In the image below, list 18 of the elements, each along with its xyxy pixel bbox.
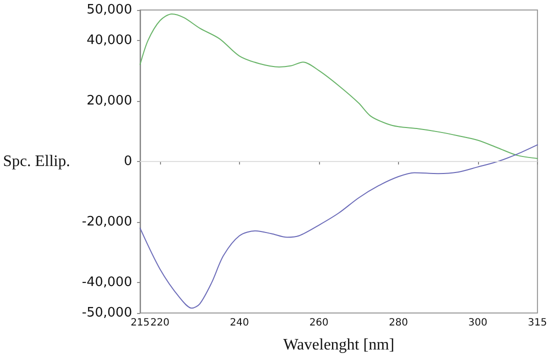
x-tick-label: 240 bbox=[230, 318, 249, 328]
y-tick-label: 20,000 bbox=[86, 93, 132, 108]
line-series bbox=[140, 13, 538, 159]
x-tick-label: 280 bbox=[388, 318, 408, 328]
y-tick-label: 0 bbox=[124, 154, 132, 169]
x-tick-label: 215 bbox=[130, 318, 150, 328]
x-tick-label: 260 bbox=[309, 318, 328, 328]
y-tick-label: 50,000 bbox=[86, 2, 132, 18]
y-tick-label: -20,000 bbox=[82, 214, 132, 230]
y-tick-label: -40,000 bbox=[82, 275, 132, 290]
x-axis-title: Wavelenght [nm] bbox=[283, 336, 394, 354]
y-tick-label: -50,000 bbox=[82, 306, 132, 320]
line-series bbox=[140, 144, 538, 309]
x-tick-label: 315 bbox=[528, 318, 548, 328]
y-tick-label: 40,000 bbox=[86, 32, 132, 48]
y-axis-title: Spc. Ellip. bbox=[3, 153, 70, 170]
x-tick-label: 300 bbox=[468, 318, 488, 328]
x-tick-label: 220 bbox=[150, 318, 170, 328]
